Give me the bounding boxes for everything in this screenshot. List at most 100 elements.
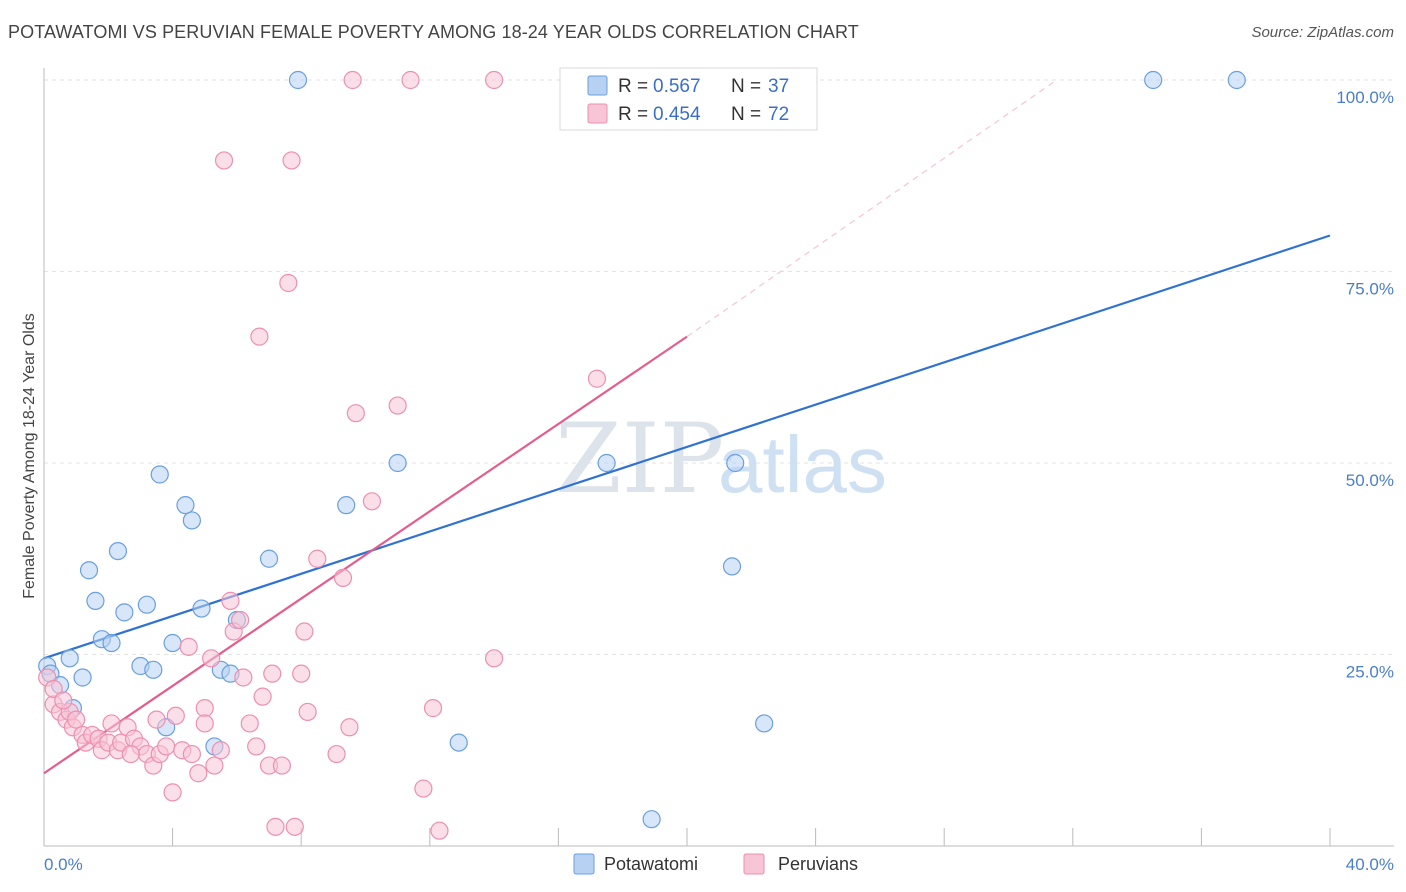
peruvians-point-62: [401, 70, 420, 90]
trend-lines: [43, 79, 1331, 775]
y-tick-label-1: 75.0%: [1346, 280, 1394, 299]
watermark-zip: ZIP: [555, 403, 724, 515]
x-tick-label-max: 40.0%: [1346, 855, 1394, 874]
peruvians-point-45: [263, 664, 282, 683]
legend-r-value-2: 0.454: [653, 104, 701, 125]
peruvians-point-49: [282, 151, 301, 170]
peruvians-point-53: [298, 702, 317, 722]
y-tick-label-2: 50.0%: [1346, 471, 1394, 490]
legend: R = 0.567 N = 37 R = 0.454 N = 72: [559, 67, 818, 131]
legend-n-label-2: N =: [731, 104, 761, 125]
x-tick-label-min: 0.0%: [44, 855, 83, 874]
legend-r-label-2: R =: [618, 104, 648, 125]
peruvians-point-6: [67, 710, 86, 729]
potawatomi-point-32: [722, 557, 742, 576]
potawatomi-point-31: [642, 810, 661, 829]
potawatomi-point-29: [449, 733, 468, 752]
peruvians-point-52: [295, 622, 314, 641]
peruvians-point-25: [166, 706, 185, 725]
bottom-legend-potawatomi: Potawatomi: [604, 854, 698, 874]
peruvians-point-56: [333, 568, 353, 588]
potawatomi-point-7: [86, 591, 105, 610]
potawatomi-point-11: [115, 603, 134, 622]
y-tick-labels: 100.0% 75.0% 50.0% 25.0%: [1336, 88, 1394, 682]
potawatomi-point-13: [137, 595, 156, 614]
peruvians-point-42: [250, 327, 269, 346]
potawatomi-point-27: [337, 496, 356, 515]
bottom-legend: Potawatomi Peruvians: [573, 853, 858, 875]
potawatomi-point-36: [1227, 70, 1246, 90]
potawatomi-point-18: [176, 496, 195, 515]
bottom-legend-swatch-peruvians: [743, 853, 765, 875]
data-points: [38, 70, 1246, 840]
legend-r-label-1: R =: [618, 76, 648, 97]
legend-n-value-1: 37: [768, 76, 789, 97]
peruvians-point-40: [240, 714, 259, 733]
peruvians-trend-extension: [686, 79, 1058, 338]
peruvians-point-27: [179, 637, 198, 656]
potawatomi-point-15: [150, 465, 169, 484]
peruvians-point-35: [214, 151, 234, 170]
peruvians-point-64: [423, 699, 443, 718]
watermark-atlas: atlas: [718, 420, 887, 509]
peruvians-point-29: [189, 764, 208, 783]
legend-swatch-potawatomi: [587, 75, 608, 96]
potawatomi-point-33: [726, 453, 745, 473]
y-tick-label-3: 25.0%: [1346, 663, 1394, 682]
peruvians-point-58: [343, 70, 362, 90]
potawatomi-point-17: [163, 633, 182, 653]
potawatomi-point-6: [79, 561, 99, 580]
peruvians-point-60: [362, 492, 382, 511]
peruvians-point-50: [285, 817, 304, 836]
potawatomi-point-20: [192, 599, 211, 618]
peruvians-point-23: [157, 737, 176, 756]
peruvians-point-46: [266, 817, 285, 836]
peruvians-point-43: [253, 687, 272, 706]
legend-n-label-1: N =: [731, 76, 761, 97]
watermark: ZIP atlas: [555, 403, 887, 515]
peruvians-point-70: [54, 691, 73, 710]
peruvians-point-65: [430, 821, 449, 840]
peruvians-point-61: [388, 396, 407, 415]
peruvians-point-54: [308, 549, 327, 568]
bottom-legend-swatch-potawatomi: [573, 853, 595, 875]
peruvians-point-55: [327, 744, 346, 764]
potawatomi-point-14: [144, 660, 163, 679]
peruvians-point-57: [340, 718, 359, 737]
peruvians-point-67: [485, 649, 504, 668]
x-tick-labels: 0.0% 40.0%: [44, 855, 1394, 874]
peruvians-point-48: [279, 273, 298, 293]
chart-title: POTAWATOMI VS PERUVIAN FEMALE POVERTY AM…: [8, 22, 859, 42]
grid-lines: [44, 79, 1394, 655]
peruvians-trend-line: [43, 335, 688, 775]
peruvians-point-31: [195, 714, 214, 733]
potawatomi-point-3: [60, 649, 79, 668]
peruvians-point-34: [211, 741, 230, 760]
potawatomi-point-19: [182, 511, 201, 530]
peruvians-point-63: [414, 779, 433, 798]
potawatomi-trend-line: [43, 234, 1331, 660]
legend-n-value-2: 72: [768, 104, 789, 125]
potawatomi-point-26: [288, 70, 308, 90]
bottom-legend-peruvians: Peruvians: [778, 854, 858, 874]
peruvians-point-39: [234, 668, 253, 687]
source-credit: Source: ZipAtlas.com: [1251, 24, 1394, 41]
peruvians-point-41: [247, 737, 266, 756]
axes: [43, 68, 1394, 847]
peruvians-point-66: [485, 70, 504, 90]
potawatomi-point-28: [388, 453, 407, 473]
peruvians-point-32: [202, 649, 221, 668]
peruvians-point-33: [205, 756, 224, 775]
peruvians-point-71: [121, 744, 140, 764]
potawatomi-point-30: [597, 453, 616, 473]
peruvians-point-47: [272, 756, 292, 775]
potawatomi-point-25: [259, 549, 279, 568]
peruvians-point-28: [182, 744, 201, 764]
peruvians-point-59: [346, 404, 365, 423]
y-axis-label: Female Poverty Among 18-24 Year Olds: [21, 313, 38, 599]
potawatomi-point-35: [1144, 70, 1163, 90]
peruvians-point-30: [195, 699, 214, 718]
peruvians-point-36: [221, 591, 240, 610]
peruvians-point-13: [102, 714, 121, 733]
peruvians-point-24: [163, 783, 182, 802]
